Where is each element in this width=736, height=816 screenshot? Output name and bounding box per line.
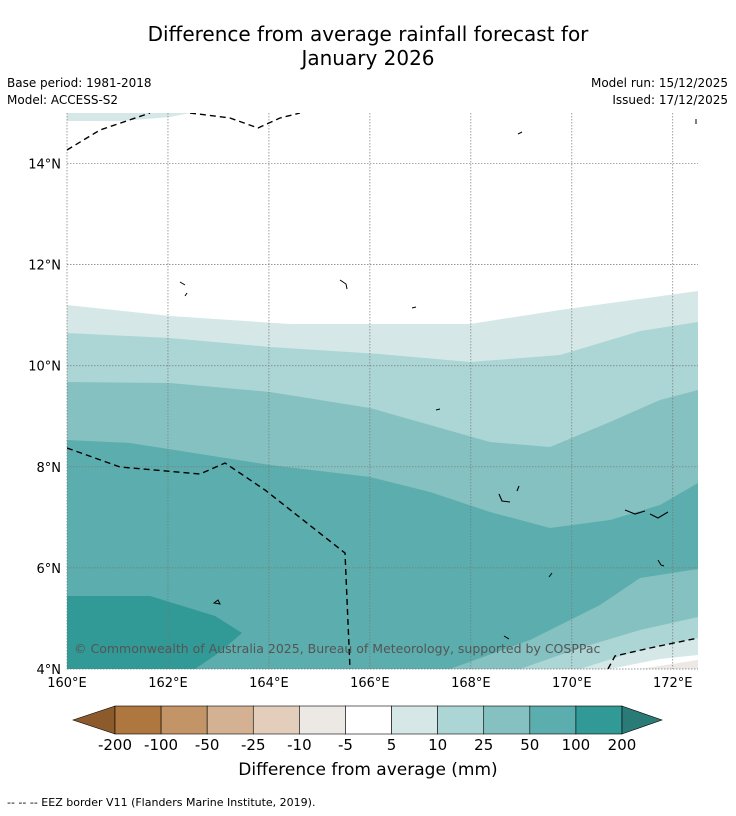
island-outline	[411, 306, 417, 309]
contour-band-100-200	[67, 596, 242, 669]
eez-border	[607, 637, 698, 669]
longitude-label: 166°E	[350, 676, 390, 691]
colorbar-tick-label: -100	[144, 736, 179, 754]
latitude-label: 8°N	[37, 461, 62, 476]
longitude-label: 164°E	[249, 676, 289, 691]
colorbar-tick-label: -25	[241, 736, 266, 754]
latitude-label: 4°N	[37, 663, 62, 678]
title-line-2: January 2026	[301, 46, 435, 70]
colorbar-tick-label: 25	[474, 736, 494, 754]
contour-band-50-100	[67, 440, 698, 669]
island-outline	[435, 408, 441, 411]
footer-legend: -- -- -- EEZ border V11 (Flanders Marine…	[7, 796, 316, 809]
colorbar-tick-label: -5	[337, 736, 353, 754]
colorbar-extension-high	[621, 705, 663, 735]
islands	[179, 119, 697, 640]
colorbar-tick-label: 10	[428, 736, 448, 754]
latitude-label: 14°N	[28, 158, 61, 173]
longitude-label: 172°E	[653, 676, 693, 691]
island-outline	[517, 131, 523, 135]
island-outline	[503, 635, 510, 640]
contour-fills	[67, 113, 698, 669]
island-outline	[212, 599, 221, 605]
colorbar-tick-label: -10	[287, 736, 312, 754]
colorbar-extension-low	[72, 705, 116, 735]
island-outline	[657, 559, 665, 567]
latitude-label: 12°N	[28, 259, 61, 274]
colorbar-swatch	[575, 705, 623, 735]
meta-right: Model run: 15/12/2025 Issued: 17/12/2025	[591, 75, 728, 109]
colorbar-tick-label: 200	[607, 736, 637, 754]
copyright-notice: © Commonwealth of Australia 2025, Bureau…	[74, 641, 600, 656]
graticule	[66, 113, 698, 670]
island-outline	[339, 279, 348, 290]
colorbar-swatch	[160, 705, 208, 735]
base-period: Base period: 1981-2018	[7, 76, 152, 90]
meta-left: Base period: 1981-2018 Model: ACCESS-S2	[7, 75, 152, 109]
island-outline	[624, 509, 646, 515]
longitude-label: 168°E	[451, 676, 491, 691]
model-run: Model run: 15/12/2025	[590, 76, 728, 90]
latitude-label: 6°N	[37, 562, 62, 577]
colorbar	[72, 705, 663, 735]
colorbar-tick-label: -200	[97, 736, 133, 754]
model-name: Model: ACCESS-S2	[7, 93, 119, 107]
colorbar-swatch	[483, 705, 531, 735]
longitude-label: 162°E	[148, 676, 188, 691]
colorbar-tick-label: 5	[386, 736, 397, 754]
map-title: Difference from average rainfall forecas…	[0, 22, 736, 70]
colorbar-title: Difference from average (mm)	[238, 760, 498, 780]
colorbar-swatch	[299, 705, 346, 735]
eez-border	[67, 447, 351, 669]
colorbar-swatch	[345, 705, 392, 735]
colorbar-swatch	[391, 705, 438, 735]
axis-labels: 160°E 162°E 164°E 166°E 168°E 170°E 172°E 14°N 1…	[28, 158, 692, 691]
contour-band-top-5-10	[67, 113, 190, 121]
eez-border	[67, 113, 301, 151]
longitude-label: 160°E	[47, 676, 87, 691]
colorbar-tick-label: -50	[194, 736, 220, 754]
colorbar-swatch	[114, 705, 162, 735]
issued-date: Issued: 17/12/2025	[612, 93, 728, 107]
island-outline	[498, 485, 520, 503]
colorbar-swatch	[252, 705, 300, 735]
colorbar-swatch	[206, 705, 254, 735]
colorbar-tick-label: 50	[520, 736, 540, 754]
island-outline	[179, 281, 188, 297]
title-line-1: Difference from average rainfall forecas…	[147, 22, 589, 46]
colorbar-tick-label: 100	[561, 736, 591, 754]
latitude-label: 10°N	[28, 360, 61, 375]
eez-borders	[67, 113, 698, 669]
longitude-label: 170°E	[552, 676, 592, 691]
colorbar-swatch	[529, 705, 577, 735]
island-outline	[649, 511, 669, 519]
contour-band-negative	[640, 660, 698, 669]
island-outline	[548, 572, 553, 578]
colorbar-swatch	[437, 705, 485, 735]
